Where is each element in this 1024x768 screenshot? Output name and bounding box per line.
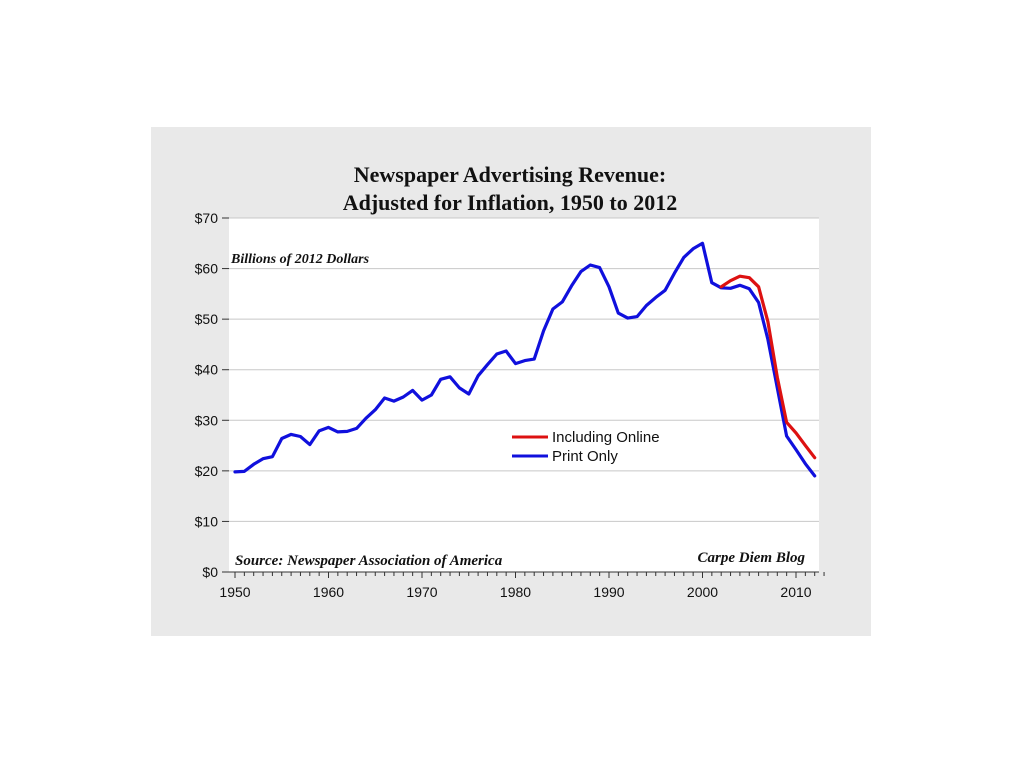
legend-label-including-online: Including Online bbox=[552, 429, 660, 446]
units-note: Billions of 2012 Dollars bbox=[230, 252, 370, 267]
y-tick-label: $0 bbox=[202, 564, 218, 580]
chart-title: Newspaper Advertising Revenue: bbox=[354, 162, 666, 187]
legend-label-print-only: Print Only bbox=[552, 448, 618, 465]
credit-note: Carpe Diem Blog bbox=[698, 550, 806, 566]
x-tick-label: 1950 bbox=[219, 584, 250, 600]
y-tick-label: $30 bbox=[195, 412, 219, 428]
grid-lines bbox=[229, 217, 819, 522]
chart-svg: $0 $10 $20 $30 $40 $50 $60 $70 1950 1960 1970 1980… bbox=[195, 162, 825, 600]
x-tick-label: 2000 bbox=[687, 584, 718, 600]
series-lines bbox=[233, 241, 817, 478]
y-tick-label: $50 bbox=[195, 311, 219, 327]
legend: Including Online Print Only bbox=[512, 429, 660, 465]
y-tick-label: $60 bbox=[195, 261, 219, 277]
series-line-print-only bbox=[233, 241, 817, 478]
x-tick-label: 1980 bbox=[500, 584, 531, 600]
x-tick-label: 1960 bbox=[313, 584, 344, 600]
chart-subtitle: Adjusted for Inflation, 1950 to 2012 bbox=[343, 190, 678, 215]
chart-panel: $0 $10 $20 $30 $40 $50 $60 $70 1950 1960 1970 1980… bbox=[151, 127, 871, 636]
plot-area bbox=[229, 218, 819, 572]
x-tick-label: 2010 bbox=[780, 584, 811, 600]
y-axis: $0 $10 $20 $30 $40 $50 $60 $70 bbox=[195, 210, 229, 580]
series-line-including-online bbox=[719, 274, 817, 460]
x-tick-label: 1990 bbox=[593, 584, 624, 600]
y-tick-label: $20 bbox=[195, 463, 219, 479]
x-axis: 1950 1960 1970 1980 1990 2000 2010 bbox=[219, 571, 825, 600]
y-tick-label: $10 bbox=[195, 513, 219, 529]
y-tick-label: $70 bbox=[195, 210, 219, 226]
y-tick-label: $40 bbox=[195, 362, 219, 378]
source-note: Source: Newspaper Association of America bbox=[235, 553, 503, 569]
x-tick-label: 1970 bbox=[406, 584, 437, 600]
